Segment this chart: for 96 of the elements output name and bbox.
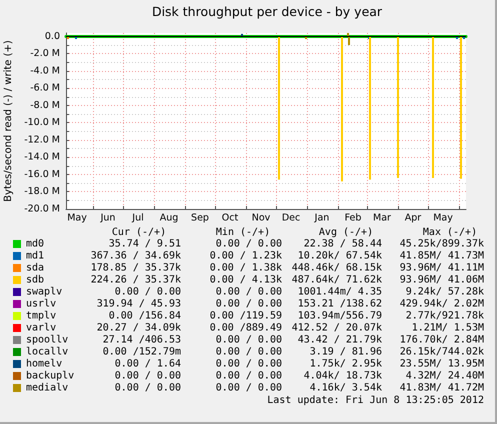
text: 41.85M/ 41.73M xyxy=(400,250,484,262)
x-tick-label: Oct xyxy=(222,212,238,224)
text: 0.00 / 1.23k xyxy=(210,250,282,262)
legend-label: spoollv xyxy=(26,334,68,346)
x-tick-label: May xyxy=(67,212,88,224)
text: 0.00 / 1.64 xyxy=(114,358,181,370)
legend-label: md1 xyxy=(26,250,44,262)
chart-title: Disk throughput per device - by year xyxy=(152,4,383,19)
text: 412.52 / 20.07k xyxy=(292,322,382,334)
text: Cur (-/+) xyxy=(112,227,166,238)
x-tick-label: May xyxy=(433,212,454,224)
legend-label: medialv xyxy=(26,382,68,394)
text: 103.94m/556.79 xyxy=(298,310,382,322)
text: 93.96M/ 41.11M xyxy=(400,262,484,274)
text: 0.00 / 4.13k xyxy=(210,274,282,286)
y-tick-label: -14.0 M xyxy=(24,152,60,163)
text: 26.15k/744.02k xyxy=(400,346,484,358)
y-tick-label: -10.0 M xyxy=(24,117,60,128)
text: 10.20k/ 67.54k xyxy=(298,250,382,262)
x-tick-label: Nov xyxy=(252,212,271,224)
text: 0.00 / 0.00 xyxy=(216,346,282,358)
x-tick-label: Sep xyxy=(191,212,209,224)
text: 23.55M/ 13.95M xyxy=(400,358,484,370)
y-tick-label: -16.0 M xyxy=(24,168,60,180)
text: Min (-/+) xyxy=(216,227,270,238)
legend-label: backuplv xyxy=(26,370,74,382)
text: 0.00 / 0.00 xyxy=(114,370,181,382)
text: 0.00 / 0.00 xyxy=(216,358,282,370)
text: 367.36 / 34.69k xyxy=(90,250,181,262)
text: 0.00 /152.79m xyxy=(102,346,181,358)
y-tick-label: -8.0 M xyxy=(30,100,60,111)
text: 487.64k/ 71.62k xyxy=(292,274,382,286)
text: 9.24k/ 57.28k xyxy=(406,286,484,298)
text: 0.00 / 0.00 xyxy=(216,382,282,394)
text: Max (-/+) xyxy=(422,227,478,238)
text: 1.75k/ 2.95k xyxy=(310,358,382,370)
legend-label: sdb xyxy=(26,274,44,286)
legend-label: locallv xyxy=(26,346,68,358)
legend-label: homelv xyxy=(26,358,62,370)
text: 0.00 / 0.00 xyxy=(216,298,282,310)
text: 0.00 / 1.38k xyxy=(210,262,282,274)
x-tick-label: Jan xyxy=(314,212,330,224)
text: 0.00 / 0.00 xyxy=(216,286,282,298)
y-tick-label: -20.0 M xyxy=(24,204,60,214)
text: Avg (-/+) xyxy=(318,227,374,238)
y-tick-label: -12.0 M xyxy=(24,134,60,146)
text: 45.25k/899.37k xyxy=(400,238,484,250)
y-tick-label: -2.0 M xyxy=(30,48,60,60)
text: 153.21 /138.62 xyxy=(298,298,382,310)
text: 0.00 / 0.00 xyxy=(114,382,181,394)
legend-label: sda xyxy=(26,262,44,274)
text: 1.21M/ 1.53M xyxy=(412,322,484,334)
legend-label: usrlv xyxy=(26,298,56,310)
y-tick-label: -6.0 M xyxy=(30,82,60,94)
text: 93.96M/ 41.06M xyxy=(400,274,484,286)
legend-label: varlv xyxy=(26,322,56,334)
y-axis-title: Bytes/second read (-) / write (+) xyxy=(2,40,14,202)
text: 27.14 /406.53 xyxy=(102,334,181,346)
text: 3.19 / 81.96 xyxy=(310,346,382,358)
text: 319.94 / 45.93 xyxy=(96,298,181,310)
legend-label: md0 xyxy=(26,238,44,250)
text: 35.74 / 9.51 xyxy=(108,238,181,250)
text: 448.46k/ 68.15k xyxy=(292,262,382,274)
text: 0.00 /119.59 xyxy=(210,310,282,322)
text: 43.42 / 21.79k xyxy=(298,334,382,346)
x-tick-label: Dec xyxy=(282,212,300,224)
text: 4.04k/ 18.73k xyxy=(304,370,382,382)
text: 0.00 / 0.00 xyxy=(216,334,282,346)
text: 224.26 / 35.37k xyxy=(90,274,181,286)
x-tick-label: Feb xyxy=(344,212,362,224)
x-tick-label: Aug xyxy=(160,212,178,224)
legend-label: tmplv xyxy=(26,310,56,322)
text: 4.32M/ 24.40M xyxy=(406,370,484,382)
y-tick-label: -18.0 M xyxy=(24,186,60,198)
text: 4.16k/ 3.54k xyxy=(310,382,382,394)
text: 0.00 /156.84 xyxy=(108,310,181,322)
text: 178.85 / 35.37k xyxy=(90,262,181,274)
legend-label: swaplv xyxy=(26,286,62,298)
text: 22.38 / 58.44 xyxy=(304,238,382,250)
x-tick-label: Mar xyxy=(373,212,392,224)
text: 20.27 / 34.09k xyxy=(96,322,181,334)
x-tick-label: Jul xyxy=(131,212,144,224)
text: 2.77k/921.78k xyxy=(406,310,484,322)
text: 0.00 / 0.00 xyxy=(216,370,282,382)
text: 1001.44m/ 4.35 xyxy=(298,286,382,298)
text: 176.70k/ 2.84M xyxy=(400,334,484,346)
text: 0.00 /889.49 xyxy=(210,322,282,334)
text: 0.00 / 0.00 xyxy=(216,238,282,250)
y-tick-label: -4.0 M xyxy=(30,65,60,76)
x-tick-label: Jun xyxy=(100,212,116,224)
text: 429.94k/ 2.02M xyxy=(400,298,484,310)
text: 41.83M/ 41.72M xyxy=(400,382,484,394)
x-tick-label: Apr xyxy=(404,212,422,224)
text: Last update: Fri Jun 8 13:25:05 2012 xyxy=(267,395,484,406)
text: 0.00 / 0.00 xyxy=(114,286,181,298)
y-tick-label: 0.0 xyxy=(44,30,60,42)
